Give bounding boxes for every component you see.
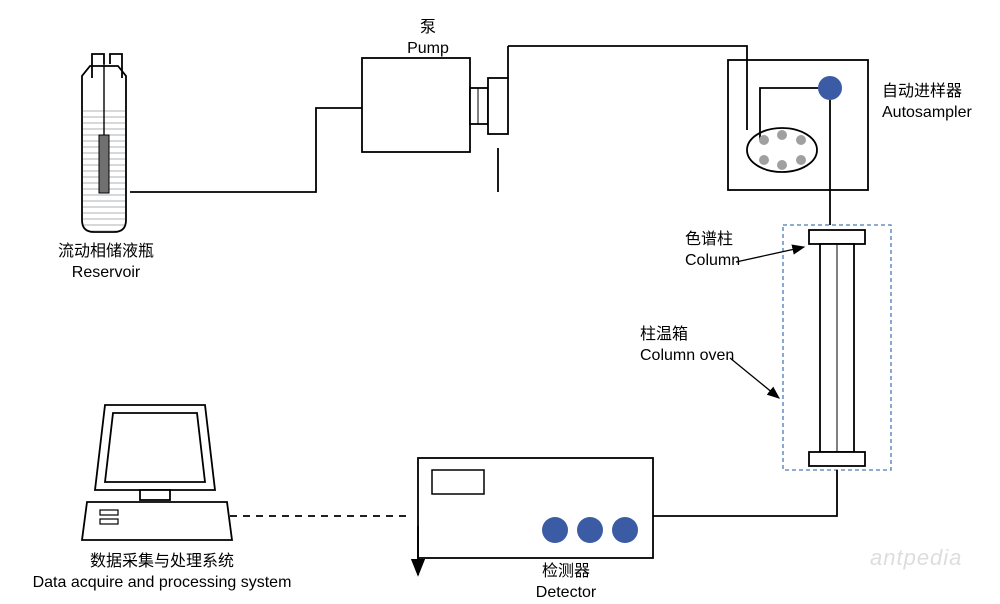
autosampler-icon [728,60,868,190]
pump-label-en: Pump [398,39,458,60]
detector-label-en: Detector [516,583,616,604]
autosampler-label-en: Autosampler [882,103,992,124]
reservoir-label-en: Reservoir [41,263,171,284]
column-label: 色谱柱 Column [685,230,765,272]
watermark: antpedia [870,545,962,571]
autosampler-label: 自动进样器 Autosampler [882,82,992,124]
oven-label-en: Column oven [640,346,760,367]
column-label-zh: 色谱柱 [685,230,765,251]
data-system-label: 数据采集与处理系统 Data acquire and processing sy… [22,552,302,594]
pump-label-zh: 泵 [398,18,458,39]
detector-label: 检测器 Detector [516,562,616,604]
pump-icon [362,58,508,192]
computer-icon [82,405,232,540]
autosampler-label-zh: 自动进样器 [882,82,992,103]
reservoir-label: 流动相储液瓶 Reservoir [41,242,171,284]
column-icon [809,230,865,466]
tube-reservoir-pump [130,108,362,192]
data-label-en: Data acquire and processing system [22,573,302,594]
detector-label-zh: 检测器 [516,562,616,583]
tube-column-detector [652,470,837,516]
pump-label: 泵 Pump [398,18,458,60]
detector-icon [418,458,653,558]
tube-pump-autosampler [508,46,747,130]
reservoir-label-zh: 流动相储液瓶 [41,242,171,263]
oven-label: 柱温箱 Column oven [640,325,760,367]
oven-label-zh: 柱温箱 [640,325,760,346]
reservoir-icon [82,54,126,232]
column-label-en: Column [685,251,765,272]
data-label-zh: 数据采集与处理系统 [22,552,302,573]
